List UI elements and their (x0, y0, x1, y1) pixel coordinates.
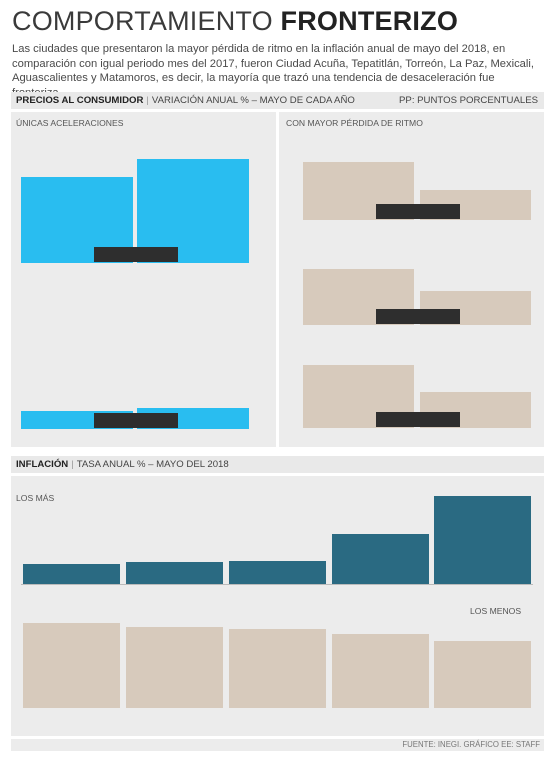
band-separator: | (146, 95, 149, 106)
baseline-highest (21, 584, 533, 585)
bar-highest-culiacan-sin (126, 562, 223, 584)
label-los-mas: LOS MÁS (16, 493, 55, 503)
band-subtitle: VARIACIÓN ANUAL % – MAYO DE CADA AÑO (151, 95, 355, 106)
diff-badge-tepatitlan-jal (376, 309, 460, 324)
bar-highest-cd-jimenez-chih (229, 561, 326, 584)
title-bold: FRONTERIZO (280, 6, 459, 36)
band2-title: INFLACIÓN (16, 459, 69, 470)
page-title: COMPORTAMIENTO FRONTERIZO (12, 6, 458, 37)
bar-highest-tapachula-chis (332, 534, 429, 584)
band-title: PRECIOS AL CONSUMIDOR (16, 95, 144, 106)
source-footer: FUENTE: INEGI. GRÁFICO EE: STAFF (11, 739, 544, 751)
bar-tapachula-chis-2018 (137, 159, 249, 263)
bar-highest-tulancingo-hgo (434, 496, 531, 584)
band-note: PP: PUNTOS PORCENTUALES (399, 95, 538, 106)
consumer-prices-band: PRECIOS AL CONSUMIDOR | VARIACIÓN ANUAL % … (11, 92, 544, 109)
diff-badge-cd-acuna-coah (376, 204, 460, 219)
diff-badge-cd-jimenez-chih (94, 413, 178, 428)
section-accelerations: ÚNICAS ACELERACIONES (16, 118, 124, 128)
inflation-band: INFLACIÓN | TASA ANUAL % – MAYO DEL 2018 (11, 456, 544, 473)
band2-subtitle: TASA ANUAL % – MAYO DEL 2018 (76, 459, 229, 470)
diff-badge-torreon-coah (376, 412, 460, 427)
bar-lowest-tehuantepec-oax (332, 634, 429, 708)
bar-lowest-la-paz-bcs (434, 641, 531, 708)
bar-highest-tepatitlan-jal (23, 564, 120, 584)
label-los-menos: LOS MENOS (470, 606, 522, 616)
title-light: COMPORTAMIENTO (12, 6, 273, 36)
section-decelerations: CON MAYOR PÉRDIDA DE RITMO (286, 118, 423, 128)
bar-lowest-monterrey-n-l (126, 627, 223, 708)
bar-lowest-oaxaca-oax (23, 623, 120, 708)
band2-separator: | (71, 459, 74, 470)
diff-badge-tapachula-chis (94, 247, 178, 262)
bar-lowest-san-andres-tuxtla-ver (229, 629, 326, 708)
